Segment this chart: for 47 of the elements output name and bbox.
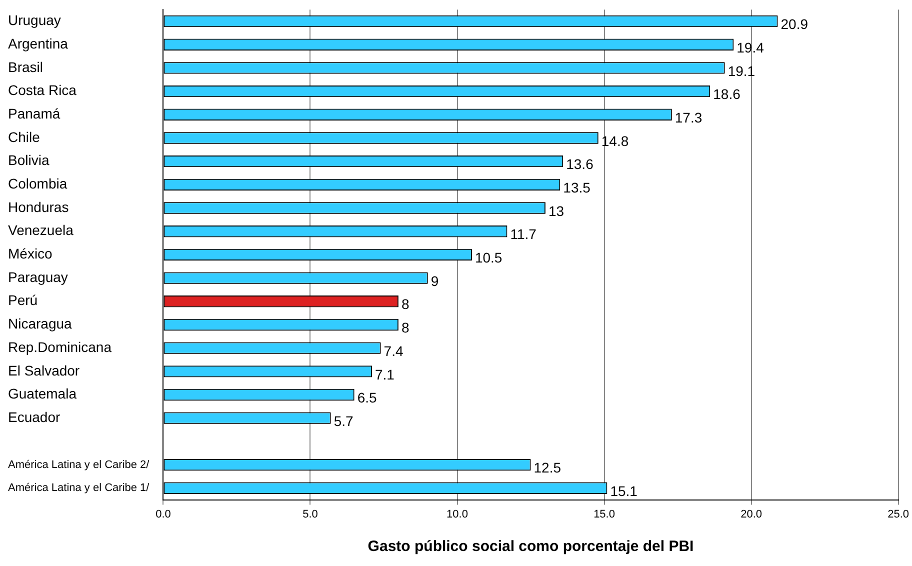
- y-tick-label: Argentina: [8, 35, 68, 52]
- y-tick-label: Uruguay: [8, 12, 61, 28]
- y-tick-label: Perú: [8, 292, 38, 308]
- data-label: 20.9: [780, 16, 808, 32]
- data-label: 14.8: [601, 132, 629, 149]
- y-tick-label: América Latina y el Caribe 2/: [8, 458, 150, 471]
- y-tick-label: Colombia: [8, 176, 68, 192]
- data-label: 19.1: [728, 62, 756, 79]
- data-label: 19.4: [736, 39, 764, 56]
- data-label: 8: [401, 296, 410, 312]
- y-tick-label: Brasil: [8, 58, 44, 75]
- y-tick-label: Rep.Dominicana: [8, 338, 112, 355]
- y-tick-label: Costa Rica: [8, 82, 77, 98]
- y-tick-label: México: [8, 246, 53, 262]
- y-tick-label: Panamá: [8, 106, 60, 122]
- data-label: 7.4: [384, 342, 404, 359]
- x-tick-label: 10.0: [446, 508, 468, 520]
- y-tick-label: El Salvador: [8, 362, 80, 378]
- data-label: 13.6: [566, 156, 594, 172]
- y-tick-label: Paraguay: [8, 268, 68, 285]
- x-tick-label: 20.0: [740, 508, 762, 520]
- data-label: 10.5: [474, 250, 502, 266]
- x-tick-label: 5.0: [302, 508, 318, 520]
- data-label: 18.6: [713, 86, 741, 102]
- y-tick-label: Ecuador: [8, 408, 60, 425]
- data-label: 12.5: [534, 460, 562, 476]
- data-label: 5.7: [334, 412, 354, 429]
- data-label: 9: [430, 272, 439, 289]
- y-tick-label: Venezuela: [8, 222, 74, 238]
- data-label: 7.1: [374, 366, 395, 382]
- data-label: 11.7: [510, 226, 537, 242]
- y-tick-label: Chile: [8, 128, 40, 145]
- x-axis-title: Gasto público social como porcentaje del PBI: [368, 538, 694, 556]
- x-tick-label: 15.0: [594, 508, 615, 520]
- data-label: 6.5: [357, 390, 378, 406]
- data-label: 13.5: [563, 180, 591, 196]
- data-label: 8: [401, 320, 410, 336]
- x-tick-label: 0.0: [156, 508, 171, 520]
- y-tick-label: Guatemala: [8, 386, 77, 402]
- data-label: 17.3: [674, 110, 702, 126]
- y-tick-label: Bolivia: [8, 152, 50, 168]
- y-tick-label: Honduras: [8, 198, 69, 215]
- data-label: 13: [548, 202, 564, 219]
- data-label: 15.1: [610, 482, 638, 499]
- y-tick-label: Nicaragua: [8, 316, 72, 332]
- y-tick-label: América Latina y el Caribe 1/: [8, 482, 150, 494]
- x-tick-label: 25.0: [888, 508, 910, 520]
